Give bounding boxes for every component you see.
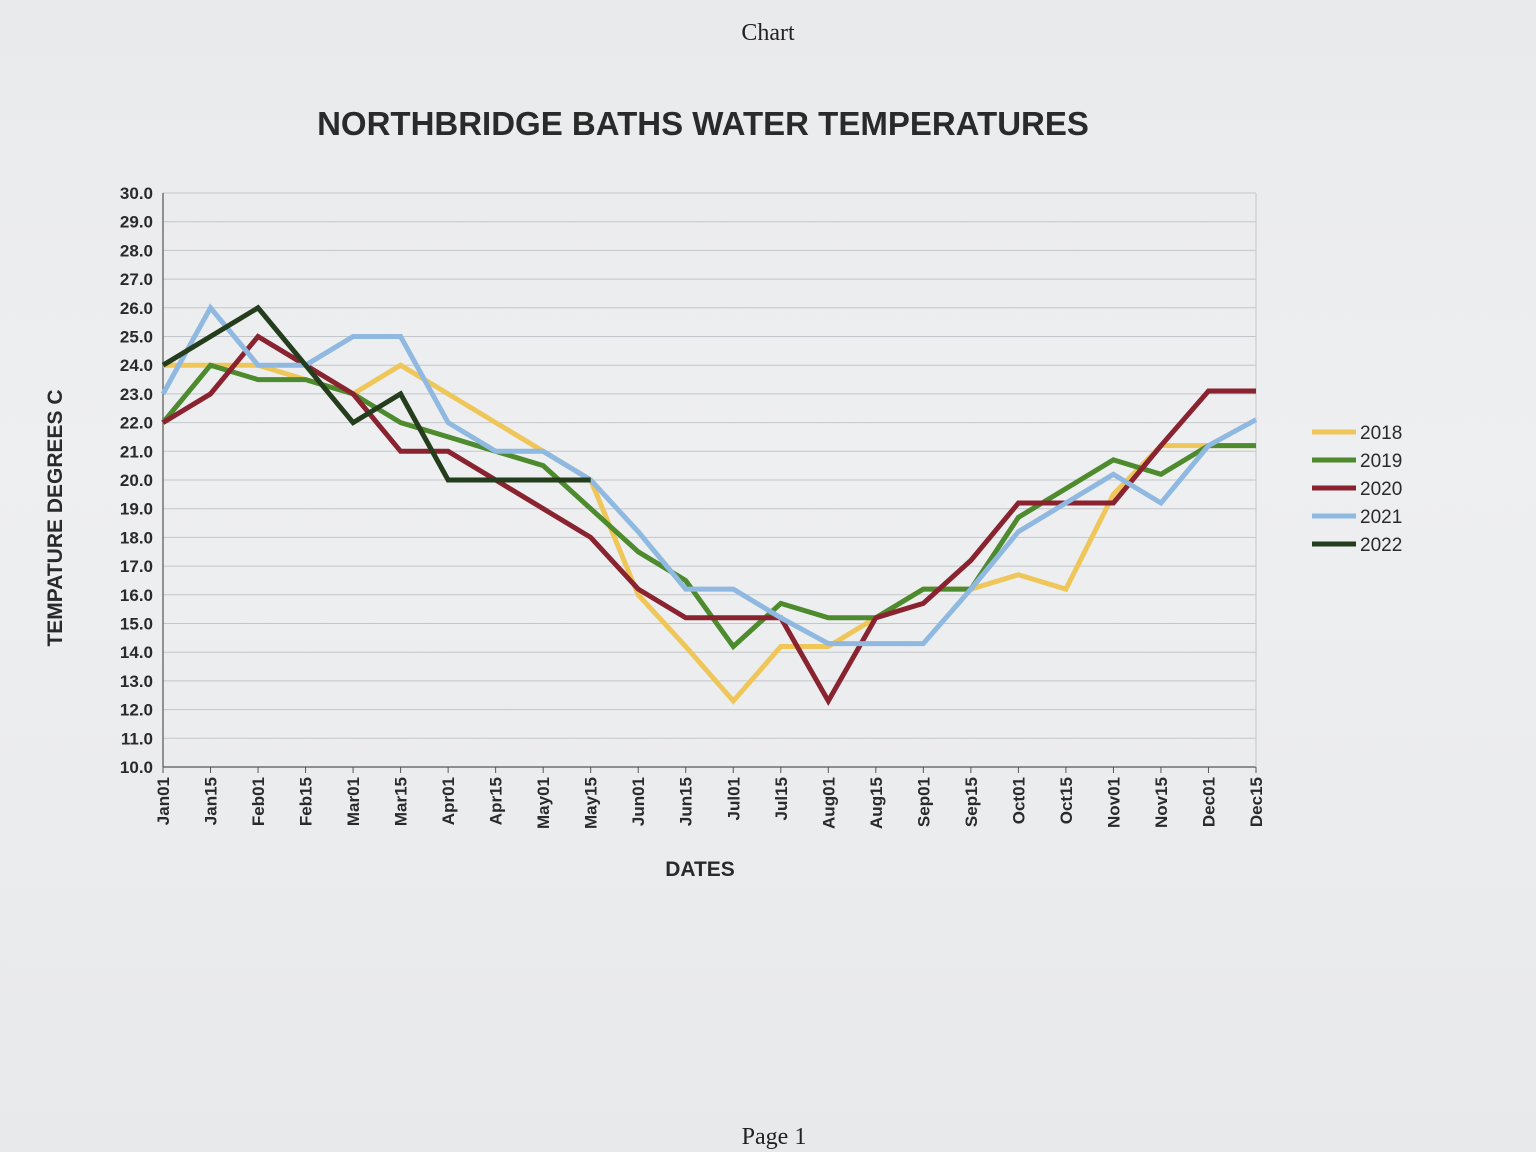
x-tick-label: Sep01 — [914, 777, 933, 827]
x-tick-label: Aug01 — [819, 777, 838, 829]
x-tick-label: Apr01 — [439, 777, 458, 825]
y-tick-label: 27.0 — [120, 270, 153, 289]
legend: 2018 2019 2020 2021 2022 — [1312, 423, 1402, 556]
y-tick-label: 28.0 — [120, 241, 153, 260]
y-tick-label: 14.0 — [120, 643, 153, 662]
y-tick-label: 10.0 — [120, 758, 153, 777]
x-axis-ticks: Jan01 Jan15 Feb01 Feb15 Mar01 Mar15 Apr01 Apr15… — [154, 767, 1266, 829]
y-tick-label: 18.0 — [120, 528, 153, 547]
series-line-2020 — [161, 333, 1256, 707]
gridlines — [163, 192, 1256, 739]
x-tick-label: May15 — [582, 777, 601, 829]
x-tick-label: Jul01 — [724, 777, 743, 820]
series-line-2022 — [161, 304, 591, 483]
page-footer: Page 1 — [741, 1124, 807, 1150]
x-tick-label: Feb01 — [249, 777, 268, 826]
y-tick-label: 17.0 — [120, 557, 153, 576]
x-tick-label: Jan01 — [154, 777, 173, 825]
y-tick-label: 24.0 — [120, 356, 153, 375]
legend-label-2022: 2022 — [1360, 535, 1402, 556]
y-axis-title: TEMPATURE DEGREES C — [44, 389, 67, 646]
series-line-2021 — [160, 303, 1258, 647]
y-axis-ticks: 10.0 11.0 12.0 13.0 14.0 15.0 16.0 17.0 18.0 19.0… — [120, 184, 153, 777]
y-tick-label: 30.0 — [120, 184, 153, 203]
x-tick-label: Jun15 — [677, 777, 696, 826]
x-tick-label: Nov01 — [1104, 777, 1123, 828]
y-tick-label: 13.0 — [120, 672, 153, 691]
x-tick-label: Feb15 — [297, 777, 316, 826]
y-tick-label: 22.0 — [120, 414, 153, 433]
series-lines — [160, 303, 1258, 707]
x-tick-label: Mar15 — [392, 777, 411, 826]
x-tick-label: Apr15 — [487, 777, 506, 825]
x-tick-label: Dec01 — [1199, 777, 1218, 827]
y-tick-label: 16.0 — [120, 586, 153, 605]
y-tick-label: 11.0 — [121, 729, 153, 748]
x-tick-label: Nov15 — [1152, 777, 1171, 828]
y-tick-label: 20.0 — [120, 471, 153, 490]
series-line-2018 — [163, 362, 1256, 705]
x-tick-label: Jun01 — [629, 777, 648, 826]
x-tick-label: Jul15 — [772, 777, 791, 820]
y-tick-label: 15.0 — [120, 615, 153, 634]
series-line-2019 — [161, 362, 1256, 651]
x-tick-label: Oct01 — [1009, 777, 1028, 824]
x-tick-label: Dec15 — [1247, 777, 1266, 827]
y-tick-label: 26.0 — [120, 299, 153, 318]
x-tick-label: Oct15 — [1057, 777, 1076, 824]
y-tick-label: 29.0 — [120, 213, 153, 232]
legend-label-2020: 2020 — [1360, 479, 1402, 500]
x-axis-title: DATES — [665, 858, 735, 881]
y-tick-label: 25.0 — [120, 328, 153, 347]
chart-title: NORTHBRIDGE BATHS WATER TEMPERATURES — [317, 105, 1089, 142]
x-tick-label: Aug15 — [867, 777, 886, 829]
y-tick-label: 19.0 — [120, 500, 153, 519]
y-tick-label: 21.0 — [120, 442, 153, 461]
axes — [162, 193, 1257, 768]
y-tick-label: 23.0 — [120, 385, 153, 404]
x-tick-label: May01 — [534, 777, 553, 829]
page-header: Chart — [741, 20, 795, 46]
x-tick-label: Jan15 — [202, 777, 221, 825]
x-tick-label: Sep15 — [962, 777, 981, 827]
y-tick-label: 12.0 — [120, 701, 153, 720]
legend-label-2018: 2018 — [1360, 423, 1402, 444]
legend-label-2021: 2021 — [1360, 507, 1402, 528]
x-tick-label: Mar01 — [344, 777, 363, 826]
legend-label-2019: 2019 — [1360, 451, 1402, 472]
